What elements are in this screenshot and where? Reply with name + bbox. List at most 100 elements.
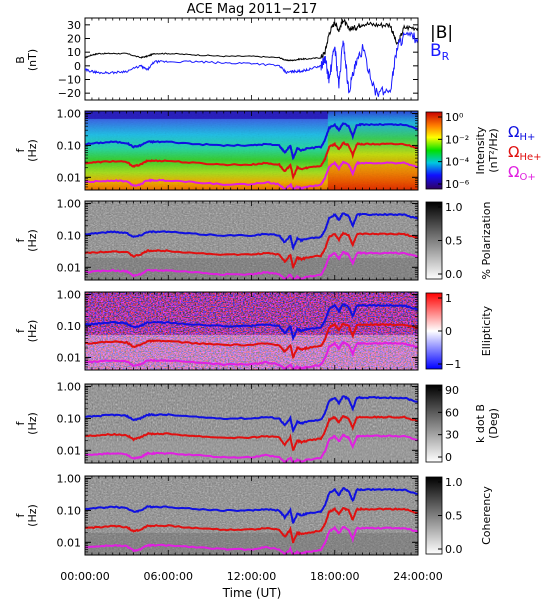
coherency-colorbar-tick-label: 0.0	[445, 543, 463, 556]
kdotb-y-tick-label: 1.00	[57, 381, 82, 394]
ellipticity-image	[85, 292, 418, 370]
intensity-y-tick-label: 0.01	[57, 171, 82, 184]
intensity-colorbar	[425, 111, 443, 190]
field-y-label: B(nT)	[14, 49, 39, 71]
ellipticity-y-label-line: f	[14, 328, 27, 333]
coherency-line-omega-o	[85, 525, 418, 555]
field-plot-frame	[84, 17, 419, 101]
legend-omega-h: ΩH+	[508, 123, 535, 143]
coherency-y-tick-label: 0.01	[57, 536, 82, 549]
field-y-label-text-line: B	[14, 56, 27, 64]
ellipticity-colorbar-tick-label: 0	[445, 325, 452, 338]
x-tick-label: 00:00:00	[60, 570, 109, 583]
coherency-colorbar-label: Coherency	[480, 486, 493, 545]
intensity-colorbar-tick-label: 10⁻⁶	[445, 178, 470, 191]
x-tick-label: 06:00:00	[144, 570, 193, 583]
ellipticity-colorbar-tick-label: 1	[445, 292, 452, 305]
field-y-tick-label: −20	[58, 87, 81, 100]
spectral-panels: 1.000.100.01f(Hz)10⁰10⁻²10⁻⁴10⁻⁶Intensit…	[14, 108, 500, 556]
intensity-image	[85, 111, 418, 190]
intensity-line-omega-he	[85, 141, 418, 181]
coherency-y-tick-label: 1.00	[57, 473, 82, 486]
kdotb-y-label: f(Hz)	[14, 412, 39, 435]
intensity-y-label: f(Hz)	[14, 139, 39, 162]
coherency-y-label: f(Hz)	[14, 504, 39, 527]
polarization-y-tick-label: 0.01	[57, 261, 82, 274]
kdotb-colorbar-tick-label: 0	[445, 451, 452, 464]
coherency-colorbar-label-line: Coherency	[480, 486, 493, 545]
legend-omega-o: ΩO+	[508, 163, 536, 183]
legend-b-r: BR	[430, 41, 450, 63]
kdotb-colorbar-label: k dot B(Deg)	[474, 404, 500, 443]
intensity-y-label-line: f	[14, 147, 27, 152]
polarization-low-band	[85, 257, 418, 280]
kdotb-y-label-line: (Hz)	[26, 412, 39, 435]
field-y-label-text-line: (nT)	[26, 49, 39, 71]
x-tick-label: 12:00:00	[227, 570, 276, 583]
kdotb-colorbar-tick-label: 30	[445, 429, 459, 442]
intensity-texture	[85, 111, 418, 190]
coherency-y-tick-label: 0.10	[57, 504, 82, 517]
polarization-colorbar-tick-label: 1.0	[445, 201, 463, 214]
kdotb-y-label-line: f	[14, 420, 27, 425]
coherency-line-omega-he	[85, 506, 418, 544]
intensity-y-tick-label: 0.10	[57, 139, 82, 152]
legend-b-r-sub: R	[442, 50, 450, 63]
polarization-colorbar-label: % Polarization	[480, 202, 493, 280]
coherency-low-band	[85, 532, 418, 555]
intensity-colorbar-tick-label: 10⁻²	[445, 133, 469, 146]
intensity-line-omega-o	[85, 160, 418, 190]
polarization-y-label-line: (Hz)	[26, 229, 39, 252]
kdotb-colorbar-tick-label: 60	[445, 406, 459, 419]
intensity-colorbar-tick-label: 10⁰	[445, 111, 464, 124]
ellipticity-line-omega-he	[85, 322, 418, 360]
ellipticity-colorbar-label: Ellipticity	[480, 305, 493, 356]
polarization-line-omega-he	[85, 231, 418, 270]
kdotb-image	[85, 384, 418, 463]
intensity-line-omega-h	[85, 122, 418, 161]
intensity-colorbar-label-line: (nT²/Hz)	[487, 128, 500, 172]
kdotb-y-tick-label: 0.01	[57, 444, 82, 457]
time-axis: 00:00:00 06:00:00 12:00:00 18:00:00 24:00:00	[60, 570, 442, 583]
intensity-colorbar-tick-label: 10⁻⁴	[445, 156, 470, 169]
kdotb-panel: 1.00 0.10 0.01 f(Hz) 90 60 30 0 k dot B(Deg)	[14, 381, 500, 464]
intensity-panel: 1.00 0.10 0.01 f(Hz) 10⁰ 10⁻² 10⁻⁴ 10⁻⁶ Intensit…	[14, 108, 500, 191]
kdotb-colorbar-label-line: (Deg)	[487, 408, 500, 439]
x-axis-label: Time (UT)	[222, 586, 282, 600]
polarization-line-omega-h	[85, 212, 418, 251]
kdotb-low-band	[85, 440, 418, 463]
field-y-tick-label: 10	[67, 46, 81, 59]
ellipticity-panel: 1.00 0.10 0.01 f(Hz) 1 0 −1 Ellipticity	[14, 288, 493, 371]
ellipticity-y-tick-label: 1.00	[57, 288, 82, 301]
coherency-colorbar-tick-label: 0.5	[445, 510, 463, 523]
kdotb-colorbar-label-line: k dot B	[474, 404, 487, 443]
legend-b-r-main: B	[430, 41, 442, 61]
coherency-colorbar-tick-label: 1.0	[445, 476, 463, 489]
legend-b-total: |B|	[430, 23, 453, 43]
ellipticity-y-label-line: (Hz)	[26, 320, 39, 343]
kdotb-line-omega-he	[85, 414, 418, 452]
intensity-colorbar-label-line: Intensity	[474, 126, 487, 174]
legend-omega-he: ΩHe+	[508, 143, 542, 163]
series-line-b-total	[85, 18, 418, 62]
polarization-colorbar-tick-label: 0.0	[445, 268, 463, 281]
polarization-y-label: f(Hz)	[14, 229, 39, 252]
intensity-y-label-line: (Hz)	[26, 139, 39, 162]
polarization-colorbar-tick-label: 0.5	[445, 235, 463, 248]
ellipticity-colorbar-tick-label: −1	[445, 358, 461, 371]
ellipticity-y-tick-label: 0.01	[57, 351, 82, 364]
polarization-line-omega-o	[85, 250, 418, 280]
coherency-line-omega-h	[85, 486, 418, 525]
coherency-panel: 1.00 0.10 0.01 f(Hz) 1.0 0.5 0.0 Coherency	[14, 473, 493, 556]
series-line-b-r	[85, 31, 418, 97]
coherency-image	[85, 476, 418, 555]
ellipticity-line-omega-h	[85, 303, 418, 342]
kdotb-line-omega-o	[85, 433, 418, 463]
figure-title: ACE Mag 2011−217	[187, 2, 317, 17]
field-x-ticks	[84, 18, 419, 100]
ellipticity-line-omega-o	[85, 340, 418, 370]
polarization-colorbar-label-line: % Polarization	[480, 202, 493, 280]
